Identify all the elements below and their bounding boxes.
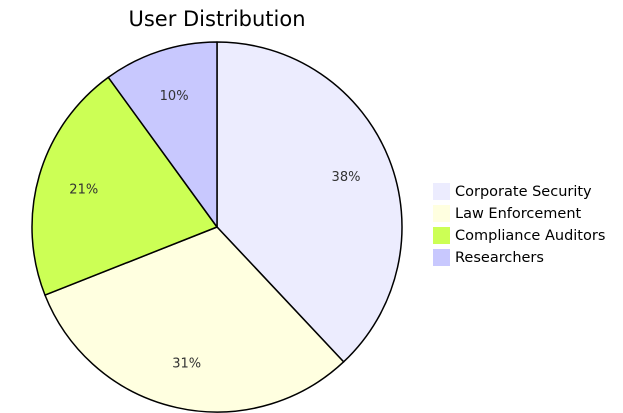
chart-title: User Distribution	[128, 7, 305, 31]
pie-slice-3	[107, 41, 218, 228]
legend-label-3: Researchers	[455, 250, 544, 266]
legend-swatch-1	[433, 205, 450, 222]
slice-label-3: 10%	[160, 89, 189, 104]
pie-labels: 38% 31% 21% 10%	[69, 89, 360, 371]
legend: Corporate Security Law Enforcement Complia…	[433, 183, 605, 266]
pie-slices	[31, 41, 403, 413]
pie-slice-1	[44, 226, 345, 413]
legend-item-2: Compliance Auditors	[433, 227, 605, 244]
legend-swatch-2	[433, 227, 450, 244]
legend-item-1: Law Enforcement	[433, 205, 582, 222]
legend-item-3: Researchers	[433, 249, 544, 266]
legend-label-1: Law Enforcement	[455, 206, 582, 222]
legend-swatch-3	[433, 249, 450, 266]
pie-slice-2	[31, 76, 218, 296]
slice-label-0: 38%	[332, 170, 361, 185]
legend-item-0: Corporate Security	[433, 183, 592, 200]
legend-label-2: Compliance Auditors	[455, 228, 605, 244]
slice-label-2: 21%	[69, 182, 98, 197]
slice-label-1: 31%	[172, 356, 201, 371]
legend-swatch-0	[433, 183, 450, 200]
legend-label-0: Corporate Security	[455, 184, 592, 200]
pie-slice-0	[216, 41, 403, 363]
